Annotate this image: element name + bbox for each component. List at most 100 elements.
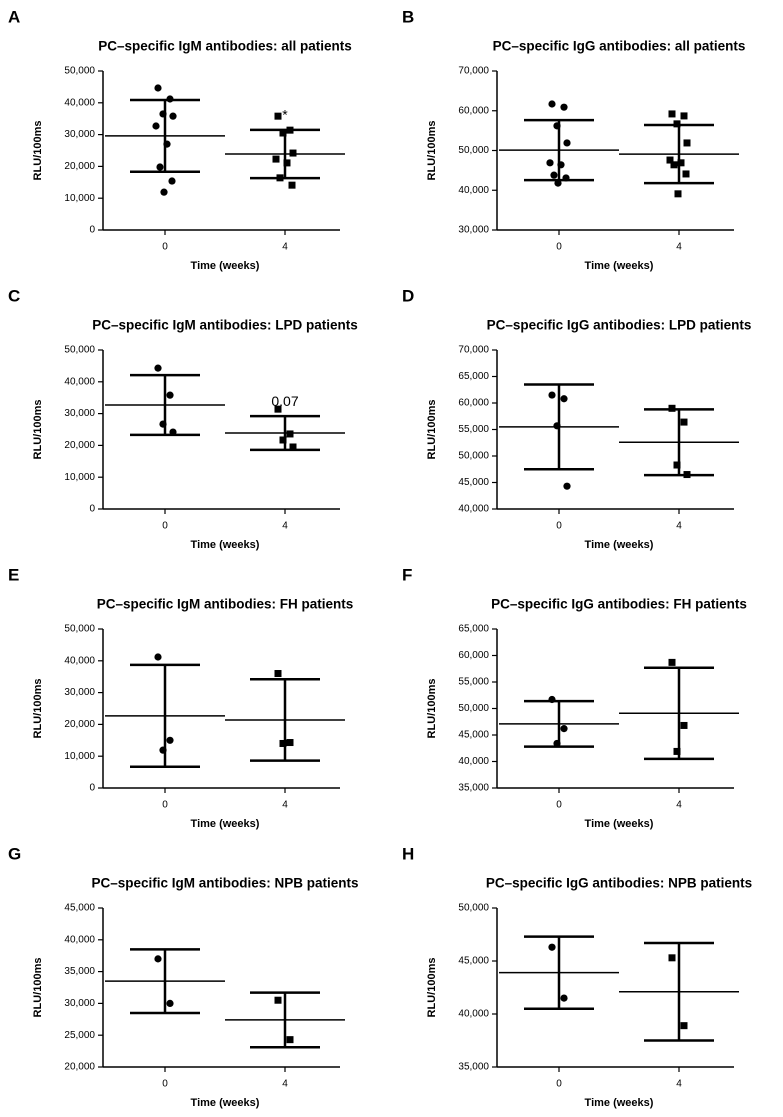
data-point <box>682 170 690 178</box>
data-point <box>666 156 674 164</box>
y-tick-label: 10,000 <box>64 193 95 204</box>
y-tick-label: 40,000 <box>458 504 489 515</box>
y-tick-label: 40,000 <box>64 97 95 108</box>
data-point <box>674 190 682 198</box>
y-tick-label: 60,000 <box>458 105 489 116</box>
panel: B PC–specific IgG antibodies: all patient… <box>402 7 745 271</box>
y-tick-label: 10,000 <box>64 472 95 483</box>
x-tick-label: 0 <box>162 800 168 811</box>
y-tick-label: 20,000 <box>64 161 95 172</box>
y-tick-label: 40,000 <box>64 655 95 666</box>
chart-title: PC–specific IgG antibodies: all patients <box>493 39 746 54</box>
data-point <box>274 670 282 678</box>
data-point <box>553 739 561 748</box>
panel-letter: C <box>8 286 20 305</box>
data-point <box>289 443 297 451</box>
y-axis-label: RLU/100ms <box>426 679 438 739</box>
y-tick-label: 45,000 <box>458 730 489 741</box>
x-axis-label: Time (weeks) <box>191 1097 260 1109</box>
y-tick-label: 50,000 <box>458 903 489 914</box>
y-axis-label: RLU/100ms <box>426 958 438 1018</box>
x-tick-label: 0 <box>556 1079 562 1090</box>
y-tick-label: 50,000 <box>458 703 489 714</box>
annotation: * <box>282 107 288 123</box>
data-point <box>557 161 565 169</box>
y-tick-label: 40,000 <box>64 934 95 945</box>
data-point <box>276 174 284 182</box>
data-point <box>668 954 676 962</box>
data-point <box>553 122 561 130</box>
x-tick-label: 0 <box>162 242 168 253</box>
x-tick-label: 0 <box>162 1079 168 1090</box>
y-tick-label: 0 <box>89 225 95 236</box>
x-axis-label: Time (weeks) <box>191 818 260 830</box>
x-tick-label: 4 <box>676 242 682 253</box>
data-point <box>286 430 294 438</box>
data-point <box>288 181 296 189</box>
chart-title: PC–specific IgM antibodies: all patients <box>98 39 352 54</box>
data-point <box>560 103 568 111</box>
data-point <box>680 418 688 426</box>
y-tick-label: 55,000 <box>458 677 489 688</box>
y-axis-label: RLU/100ms <box>32 400 44 460</box>
data-point <box>683 139 691 147</box>
x-tick-label: 4 <box>282 521 288 532</box>
data-point <box>680 1022 688 1030</box>
data-point <box>550 171 558 179</box>
data-point <box>154 955 162 963</box>
x-axis-label: Time (weeks) <box>191 260 260 272</box>
data-point <box>160 188 168 196</box>
data-point <box>274 112 282 120</box>
data-point <box>668 404 676 412</box>
y-tick-label: 20,000 <box>64 1062 95 1073</box>
data-point <box>154 84 162 92</box>
x-tick-label: 4 <box>676 1079 682 1090</box>
data-point <box>156 163 164 171</box>
chart-title: PC–specific IgM antibodies: NPB patients <box>91 876 358 891</box>
data-point <box>286 1036 294 1044</box>
x-tick-label: 0 <box>556 521 562 532</box>
x-tick-label: 4 <box>676 521 682 532</box>
y-tick-label: 30,000 <box>64 687 95 698</box>
y-tick-label: 0 <box>89 504 95 515</box>
data-point <box>166 736 174 744</box>
y-axis-label: RLU/100ms <box>32 958 44 1018</box>
data-point <box>560 395 568 403</box>
y-tick-label: 40,000 <box>64 376 95 387</box>
data-point <box>166 95 174 103</box>
panel: H PC–specific IgG antibodies: NPB patient… <box>402 844 752 1108</box>
data-point <box>563 482 571 490</box>
x-axis-label: Time (weeks) <box>585 539 654 551</box>
chart-title: PC–specific IgM antibodies: LPD patients <box>92 318 358 333</box>
y-tick-label: 45,000 <box>458 477 489 488</box>
y-tick-label: 40,000 <box>458 756 489 767</box>
data-point <box>680 112 688 120</box>
data-point <box>670 161 678 169</box>
y-tick-label: 0 <box>89 783 95 794</box>
y-tick-label: 60,000 <box>458 650 489 661</box>
data-point <box>154 364 162 372</box>
x-tick-label: 4 <box>282 242 288 253</box>
data-point <box>683 471 691 479</box>
data-point <box>274 996 282 1004</box>
panel-letter: F <box>402 565 412 584</box>
x-tick-label: 4 <box>676 800 682 811</box>
y-axis-label: RLU/100ms <box>426 121 438 181</box>
y-tick-label: 35,000 <box>64 966 95 977</box>
data-point <box>560 725 568 733</box>
data-point <box>159 110 167 118</box>
data-point <box>677 159 685 167</box>
y-tick-label: 55,000 <box>458 424 489 435</box>
data-point <box>673 461 681 469</box>
y-tick-label: 40,000 <box>458 1009 489 1020</box>
panel-letter: E <box>8 565 19 584</box>
panel-letter: A <box>8 7 20 26</box>
data-point <box>546 159 554 167</box>
panel: G PC–specific IgM antibodies: NPB patient… <box>8 844 359 1108</box>
data-point <box>163 140 171 148</box>
y-tick-label: 30,000 <box>64 129 95 140</box>
data-point <box>272 155 280 163</box>
y-tick-label: 65,000 <box>458 371 489 382</box>
y-axis-label: RLU/100ms <box>32 679 44 739</box>
